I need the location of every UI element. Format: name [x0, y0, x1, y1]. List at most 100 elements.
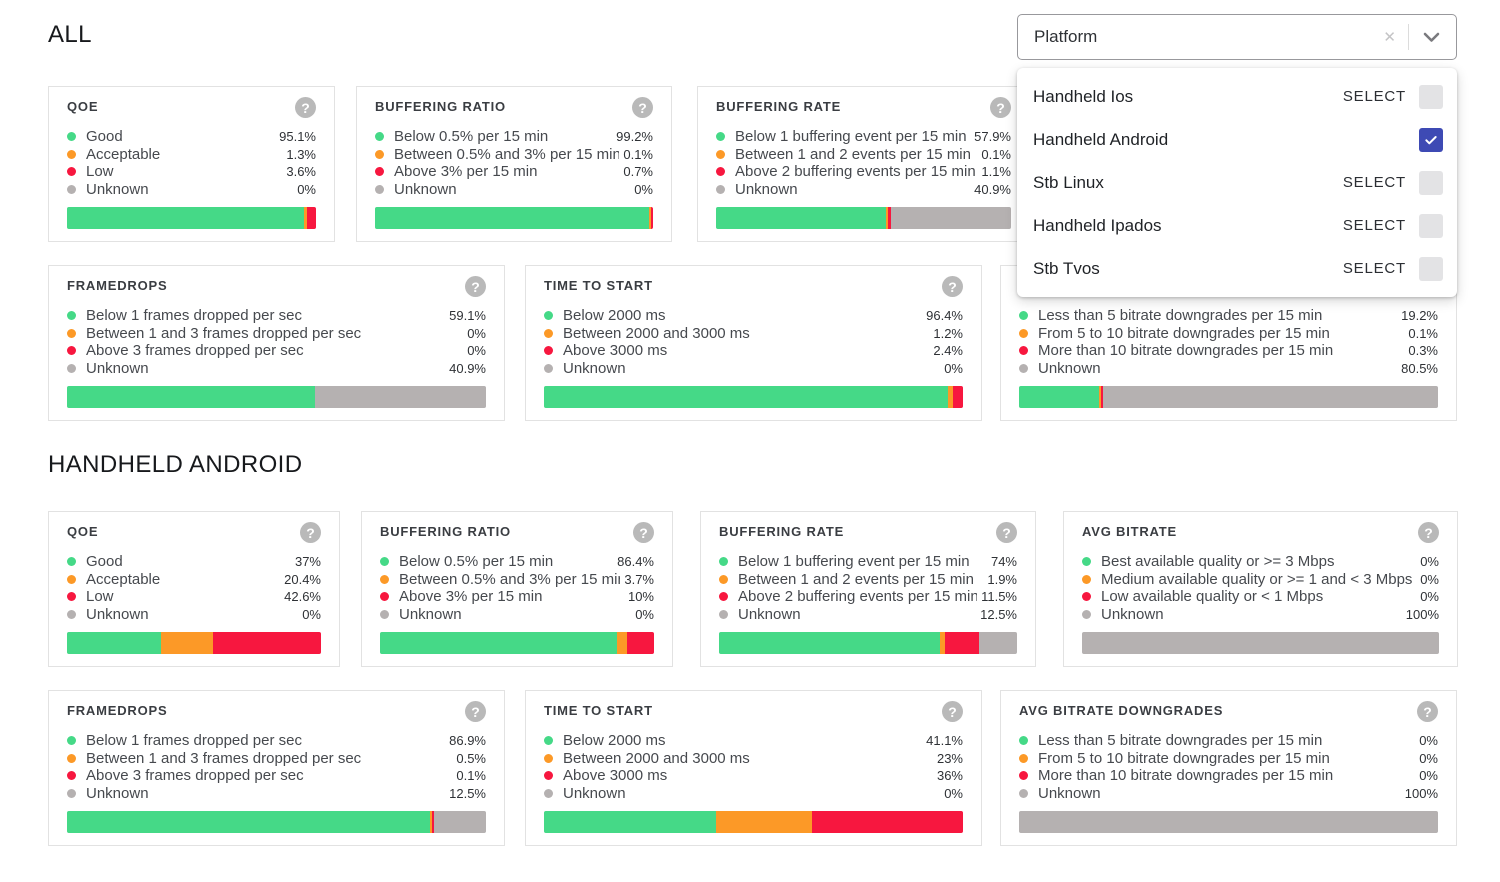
help-icon[interactable]: ?	[632, 97, 653, 118]
bar-segment-good	[67, 207, 304, 229]
checkbox[interactable]	[1419, 84, 1443, 109]
legend-label: Unknown	[1038, 359, 1101, 377]
distribution-bar	[380, 632, 654, 654]
select-action[interactable]: SELECT	[1342, 260, 1406, 277]
card-title: BUFFERING RATE	[719, 524, 845, 539]
card-title: QOE	[67, 99, 99, 114]
platform-filter-input[interactable]: Platform ✕	[1017, 14, 1457, 60]
legend-row: Below 1 frames dropped per sec 59.1%	[67, 307, 486, 325]
legend-label: Good	[86, 128, 123, 146]
bar-segment-unknown	[1019, 811, 1438, 833]
platform-filter-placeholder: Platform	[1034, 27, 1098, 46]
legend: Below 0.5% per 15 min 99.2% Between 0.5% a…	[375, 128, 653, 198]
help-icon[interactable]: ?	[300, 522, 321, 543]
legend-label: Unknown	[738, 605, 801, 623]
legend-value: 0%	[1420, 554, 1439, 570]
legend-dot-unknown	[1019, 788, 1028, 798]
bar-segment-unknown	[314, 386, 486, 408]
legend-row: More than 10 bitrate downgrades per 15 m…	[1019, 342, 1438, 360]
legend: Below 1 frames dropped per sec 86.9% Betwe…	[67, 732, 486, 802]
dropdown-option-handheld-ipados[interactable]: Handheld Ipados SELECT	[1017, 204, 1457, 247]
legend-value: 59.1%	[449, 308, 486, 324]
legend-label: Between 1 and 3 frames dropped per sec	[86, 749, 362, 767]
checkbox[interactable]	[1419, 256, 1443, 281]
legend-value: 40.9%	[974, 181, 1011, 197]
legend-label: Low	[86, 588, 114, 606]
legend-label: Unknown	[563, 784, 626, 802]
chevron-down-icon[interactable]	[1409, 26, 1446, 48]
legend-label: Unknown	[563, 359, 626, 377]
legend-value: 0%	[302, 606, 321, 622]
legend-value: 0.1%	[623, 146, 653, 162]
legend-value: 86.4%	[617, 554, 654, 570]
legend-label: Above 2 buffering events per 15 min	[738, 588, 978, 606]
card-title: FRAMEDROPS	[67, 703, 168, 718]
legend-dot-low	[544, 771, 553, 781]
legend: Below 0.5% per 15 min 86.4% Between 0.5% a…	[380, 553, 654, 623]
option-label: Stb Tvos	[1033, 258, 1100, 278]
legend-dot-acceptable	[544, 328, 553, 338]
help-icon[interactable]: ?	[990, 97, 1011, 118]
legend-dot-acceptable	[1019, 753, 1028, 763]
help-icon[interactable]: ?	[295, 97, 316, 118]
legend-label: Unknown	[86, 359, 149, 377]
checkbox-checked[interactable]	[1419, 127, 1443, 152]
clear-icon[interactable]: ✕	[1383, 29, 1396, 46]
legend-value: 3.7%	[624, 571, 654, 587]
bar-segment-good	[67, 632, 161, 654]
legend-dot-good	[544, 736, 553, 746]
bar-segment-unknown	[1082, 632, 1439, 654]
option-label: Handheld Ios	[1033, 86, 1134, 106]
legend-row: Low 42.6%	[67, 588, 321, 606]
legend-dot-acceptable	[67, 328, 76, 338]
bar-segment-low	[651, 207, 653, 229]
legend-dot-acceptable	[716, 149, 725, 159]
legend-label: Above 2 buffering events per 15 min	[735, 163, 976, 181]
all-buffering-ratio-card: BUFFERING RATIO ? Below 0.5% per 15 min 9…	[356, 86, 672, 242]
dropdown-option-handheld-android[interactable]: Handheld Android	[1017, 118, 1457, 161]
legend-row: Unknown 12.5%	[719, 606, 1017, 624]
bar-segment-good	[716, 207, 886, 229]
help-icon[interactable]: ?	[996, 522, 1017, 543]
help-icon[interactable]: ?	[465, 701, 486, 722]
select-action[interactable]: SELECT	[1342, 217, 1406, 234]
select-action[interactable]: SELECT	[1342, 88, 1406, 105]
legend-row: Low available quality or < 1 Mbps 0%	[1082, 588, 1439, 606]
legend-value: 23%	[936, 750, 963, 766]
legend-label: Less than 5 bitrate downgrades per 15 mi…	[1038, 732, 1323, 750]
legend: Good 95.1% Acceptable 1.3% Low 3.6% Unknown 0%	[67, 128, 316, 198]
legend-label: Medium available quality or >= 1 and < 3…	[1101, 570, 1413, 588]
legend-value: 0%	[944, 360, 963, 376]
card-title: AVG BITRATE	[1082, 524, 1177, 539]
help-icon[interactable]: ?	[465, 276, 486, 297]
checkbox[interactable]	[1419, 213, 1443, 238]
legend-label: More than 10 bitrate downgrades per 15 m…	[1038, 767, 1334, 785]
dropdown-option-stb-tvos[interactable]: Stb Tvos SELECT	[1017, 247, 1457, 290]
distribution-bar	[1082, 632, 1439, 654]
legend-row: Less than 5 bitrate downgrades per 15 mi…	[1019, 307, 1438, 325]
legend: Below 1 buffering event per 15 min 57.9% B…	[716, 128, 1011, 198]
legend-label: Unknown	[394, 180, 457, 198]
legend-row: Above 3 frames dropped per sec 0%	[67, 342, 486, 360]
legend-label: Between 1 and 2 events per 15 min	[738, 570, 974, 588]
all-qoe-card: QOE ? Good 95.1% Acceptable 1.3% Low 3.6% Unkn…	[48, 86, 335, 242]
legend-dot-unknown	[380, 609, 389, 619]
help-icon[interactable]: ?	[633, 522, 654, 543]
legend-label: Between 2000 and 3000 ms	[563, 324, 750, 342]
legend-label: Between 2000 and 3000 ms	[563, 749, 750, 767]
legend-dot-acceptable	[380, 574, 389, 584]
card-title: TIME TO START	[544, 278, 653, 293]
legend-value: 20.4%	[284, 571, 321, 587]
dropdown-option-stb-linux[interactable]: Stb Linux SELECT	[1017, 161, 1457, 204]
dropdown-option-handheld-ios[interactable]: Handheld Ios SELECT	[1017, 75, 1457, 118]
select-action[interactable]: SELECT	[1342, 174, 1406, 191]
checkbox[interactable]	[1419, 170, 1443, 195]
help-icon[interactable]: ?	[1417, 701, 1438, 722]
legend-dot-acceptable	[67, 574, 76, 584]
legend-row: Acceptable 20.4%	[67, 571, 321, 589]
help-icon[interactable]: ?	[942, 276, 963, 297]
legend-value: 12.5%	[980, 606, 1017, 622]
help-icon[interactable]: ?	[942, 701, 963, 722]
legend-value: 19.2%	[1401, 308, 1438, 324]
help-icon[interactable]: ?	[1418, 522, 1439, 543]
